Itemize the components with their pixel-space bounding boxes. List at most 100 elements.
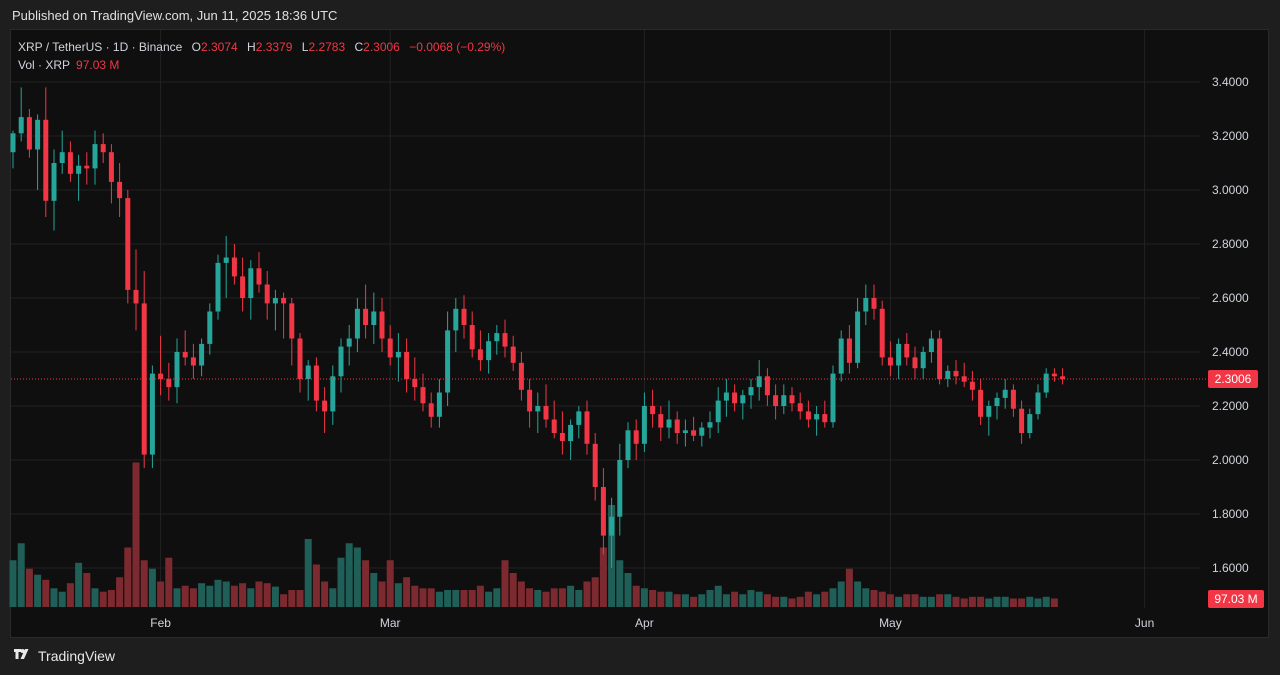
candle-body — [814, 414, 820, 420]
axis-badges: 2.3006 97.03 M — [1208, 370, 1264, 608]
candle-body — [354, 308, 360, 339]
volume-bar — [772, 596, 780, 607]
volume-bar — [583, 581, 591, 607]
volume-bar — [796, 596, 804, 607]
open-value: 2.3074 — [200, 40, 238, 54]
volume-bar — [854, 581, 862, 607]
candle-body — [617, 460, 623, 517]
volume-bar — [739, 594, 747, 607]
volume-bar — [230, 585, 238, 607]
volume-bar — [698, 594, 706, 607]
candle-body — [76, 165, 82, 174]
volume-bar — [952, 596, 960, 607]
volume-bar — [66, 583, 74, 607]
candle-body — [158, 373, 164, 379]
candle-body — [412, 379, 418, 388]
candle-body — [174, 352, 180, 388]
volume-bar — [657, 591, 665, 607]
candle-body — [190, 357, 196, 366]
volume-bar — [353, 547, 361, 607]
candle-body — [822, 414, 828, 423]
price-tick-label: 2.0000 — [1212, 453, 1249, 467]
candle-body — [543, 406, 549, 420]
volume-bar — [501, 560, 509, 607]
time-tick-label: May — [879, 616, 902, 630]
volume-bar — [271, 586, 279, 607]
candle-body — [338, 346, 344, 377]
candle-body — [879, 308, 885, 358]
volume-bar — [263, 583, 271, 607]
candle-body — [740, 395, 746, 404]
candle-body — [527, 389, 533, 412]
candle-body — [264, 284, 270, 304]
volume-bar — [1042, 596, 1050, 607]
candle-body — [486, 341, 492, 361]
candle-body — [346, 338, 352, 347]
candle-body — [789, 395, 795, 404]
volume-bar — [599, 547, 607, 607]
candle-body — [576, 411, 582, 425]
candle-body — [920, 352, 926, 369]
volume-bar — [403, 577, 411, 607]
volume-bar — [755, 591, 763, 607]
volume-bar — [362, 560, 370, 607]
candle-body — [199, 343, 205, 366]
candle-body — [764, 376, 770, 396]
time-axis[interactable]: Feb Mar Apr May Jun — [150, 616, 1154, 630]
volume-bar — [419, 588, 427, 607]
ohlc-row: XRP / TetherUS · 1D · Binance O2.3074 H2… — [18, 38, 505, 56]
volume-bar — [394, 583, 402, 607]
volume-bar — [1009, 598, 1017, 607]
volume-bar — [1001, 596, 1009, 607]
volume-bar — [173, 588, 181, 607]
volume-bar — [189, 588, 197, 607]
volume-bar — [452, 590, 460, 607]
time-tick-label: Feb — [150, 616, 171, 630]
candle-body — [978, 389, 984, 417]
candle-body — [305, 365, 311, 379]
candle-body — [404, 352, 410, 379]
volume-bar — [567, 585, 575, 607]
price-axis[interactable]: 3.4000 3.2000 3.0000 2.8000 2.6000 2.4000 2.20… — [1212, 75, 1249, 575]
volume-bar — [460, 590, 468, 607]
candle-body — [846, 338, 852, 363]
candle-body — [477, 349, 483, 361]
candle-body — [322, 400, 328, 412]
chart-frame[interactable] — [10, 29, 1269, 638]
volume-bar — [919, 596, 927, 607]
footer-brand[interactable]: TradingView — [12, 648, 115, 664]
volume-bar — [591, 577, 599, 607]
candle-body — [838, 338, 844, 374]
change-value: −0.0068 (−0.29%) — [409, 40, 506, 54]
volume-bar — [895, 596, 903, 607]
candle-body — [896, 343, 902, 366]
candle-body — [666, 419, 672, 428]
candles — [10, 87, 1066, 568]
candle-body — [887, 357, 893, 366]
candle-body — [420, 387, 426, 404]
candle-body — [428, 403, 434, 417]
volume-bar — [837, 581, 845, 607]
candle-body — [756, 376, 762, 388]
price-tick-label: 2.4000 — [1212, 345, 1249, 359]
candle-body — [633, 430, 639, 444]
volume-bar — [985, 598, 993, 607]
candle-body — [1002, 389, 1008, 398]
candle-body — [59, 152, 65, 163]
candle-body — [133, 289, 139, 304]
volume-bar — [960, 598, 968, 607]
symbol-label[interactable]: XRP / TetherUS · 1D · Binance — [18, 40, 183, 54]
volume-bar — [386, 560, 394, 607]
volume-bar — [870, 590, 878, 607]
candle-body — [592, 443, 598, 487]
volume-bar — [968, 596, 976, 607]
volume-bar — [9, 560, 17, 607]
candle-body — [510, 346, 516, 363]
low-label: L — [301, 40, 309, 54]
candle-body — [1035, 392, 1041, 415]
volume-bar — [239, 583, 247, 607]
candle-body — [35, 119, 41, 150]
volume-label[interactable]: Vol · XRP — [18, 58, 71, 72]
candle-body — [650, 406, 656, 415]
